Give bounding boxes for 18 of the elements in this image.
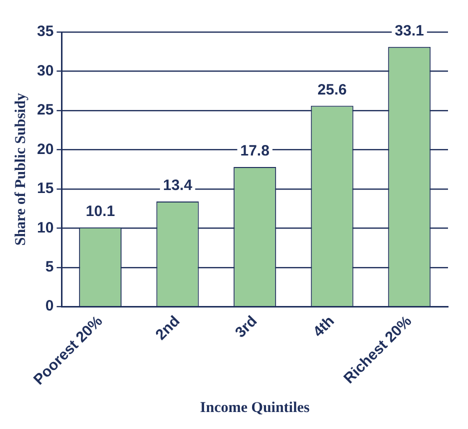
data-label: 13.4 (162, 177, 193, 194)
y-tick-label: 5 (45, 258, 54, 276)
y-tick-label: 30 (36, 62, 54, 80)
x-tick-label: 4th (310, 312, 338, 341)
data-label: 33.1 (394, 22, 424, 40)
y-tick-label: 0 (45, 298, 54, 315)
data-label: 17.8 (240, 142, 270, 160)
y-axis-title: Share of Public Subsidy (12, 92, 29, 246)
x-tick-label: 3rd (232, 312, 261, 342)
data-label: 10.1 (86, 203, 115, 220)
y-tick-label: 10 (36, 219, 54, 236)
y-tick-label: 25 (36, 102, 54, 119)
x-axis-title: Income Quintiles (200, 400, 310, 416)
x-tick-label: 2nd (152, 312, 184, 344)
data-label: 25.6 (318, 81, 347, 98)
y-tick-label: 15 (36, 180, 54, 198)
y-tick-label: 20 (36, 140, 54, 158)
y-tick-label: 35 (36, 23, 54, 40)
